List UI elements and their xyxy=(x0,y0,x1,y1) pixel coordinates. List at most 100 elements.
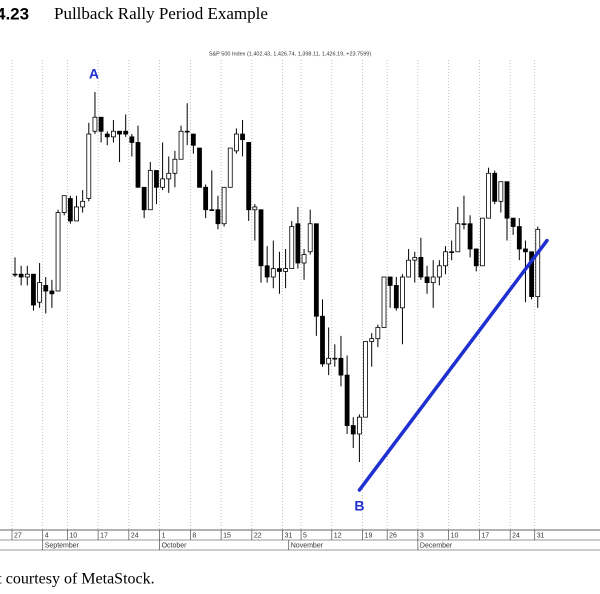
candle-body xyxy=(523,248,528,253)
annotation: A xyxy=(89,66,99,82)
candle-body xyxy=(332,357,338,360)
candle-body xyxy=(436,265,442,278)
figure-number: 4.23 xyxy=(0,4,29,23)
candle-body xyxy=(443,251,448,267)
candle-body xyxy=(154,170,159,188)
candle-body xyxy=(510,217,516,227)
month-label: December xyxy=(420,542,453,549)
candle-body xyxy=(67,198,73,222)
chart-subtitle: S&P 500 Index (1,402.43, 1,426.74, 1,398… xyxy=(209,51,371,57)
candle-body xyxy=(172,158,178,174)
candle-body xyxy=(24,273,30,278)
candle-body xyxy=(221,186,227,225)
candle-body xyxy=(61,195,67,213)
x-tick-label: 22 xyxy=(254,532,262,539)
x-tick-label: 8 xyxy=(192,532,196,539)
candle-body xyxy=(529,251,534,298)
candle-body xyxy=(492,172,498,202)
candle-body xyxy=(129,136,135,143)
annotation: B xyxy=(354,498,364,514)
candle-body xyxy=(375,327,381,340)
month-label: September xyxy=(45,542,80,549)
candle-body xyxy=(74,206,79,222)
candle-body xyxy=(504,181,510,219)
candle-body xyxy=(350,425,356,435)
candle-body xyxy=(184,130,190,133)
candle-body xyxy=(31,273,36,306)
x-tick-label: 17 xyxy=(100,532,108,539)
candle-body xyxy=(209,209,215,211)
x-tick-label: 15 xyxy=(223,532,231,539)
candle-body xyxy=(80,200,86,208)
candle-body xyxy=(387,276,393,286)
caption: rt courtesy of MetaStock. xyxy=(0,571,155,588)
candle-body xyxy=(190,133,196,146)
candle-body xyxy=(356,416,362,435)
candle-body xyxy=(393,285,399,309)
candle-body xyxy=(49,290,55,295)
candle-body xyxy=(313,223,319,317)
candle-body xyxy=(418,256,424,278)
x-tick-label: 10 xyxy=(451,532,459,539)
candle-body xyxy=(227,147,233,188)
candle-body xyxy=(283,268,289,272)
candle-body xyxy=(98,116,104,132)
x-tick-label: 31 xyxy=(537,532,545,539)
candle-body xyxy=(178,130,184,160)
candle-body xyxy=(535,228,541,298)
x-tick-label: 3 xyxy=(420,532,424,539)
x-tick-label: 27 xyxy=(14,532,22,539)
candle-body xyxy=(424,276,430,284)
candle-body xyxy=(301,254,307,264)
x-tick-label: 4 xyxy=(45,532,49,539)
candle-body xyxy=(246,142,252,211)
candle-body xyxy=(277,268,282,272)
candle-body xyxy=(55,212,61,292)
x-tick-label: 31 xyxy=(285,532,293,539)
candle-body xyxy=(203,186,209,211)
candle-body xyxy=(381,276,387,328)
candle-body xyxy=(289,226,295,269)
candle-body xyxy=(123,130,129,135)
x-tick-label: 12 xyxy=(334,532,342,539)
candle-body xyxy=(258,209,264,267)
candle-body xyxy=(486,172,491,219)
candle-body xyxy=(147,170,153,211)
candle-body xyxy=(430,276,436,284)
candle-body xyxy=(92,116,98,132)
x-tick-label: 19 xyxy=(365,532,373,539)
candle-body xyxy=(461,223,467,225)
month-label: November xyxy=(291,542,324,549)
candle-body xyxy=(363,341,368,418)
candle-body xyxy=(412,256,418,261)
x-tick-label: 10 xyxy=(69,532,77,539)
candle-body xyxy=(473,248,479,267)
candle-body xyxy=(455,223,461,253)
candle-body xyxy=(449,251,455,253)
x-tick-label: 26 xyxy=(389,532,397,539)
candle-body xyxy=(326,357,332,365)
candle-body xyxy=(37,282,42,303)
trendline xyxy=(357,238,549,492)
month-label: October xyxy=(162,542,188,549)
candle-body xyxy=(12,273,18,276)
candle-body xyxy=(406,259,412,278)
candle-body xyxy=(479,217,485,267)
x-tick-label: 1 xyxy=(162,532,166,539)
candle-body xyxy=(215,209,221,225)
candle-body xyxy=(135,142,141,188)
candle-body xyxy=(498,181,504,202)
candle-body xyxy=(141,186,147,211)
chart-title: Pullback Rally Period Example xyxy=(54,4,268,23)
candle-body xyxy=(166,172,172,180)
candle-body xyxy=(104,133,110,138)
candle-body xyxy=(338,357,344,376)
candle-body xyxy=(320,315,325,365)
candle-body xyxy=(160,178,166,188)
candle-body xyxy=(516,226,522,250)
x-tick-label: 24 xyxy=(131,532,139,539)
candle-body xyxy=(467,223,473,250)
candle-body xyxy=(369,338,375,342)
